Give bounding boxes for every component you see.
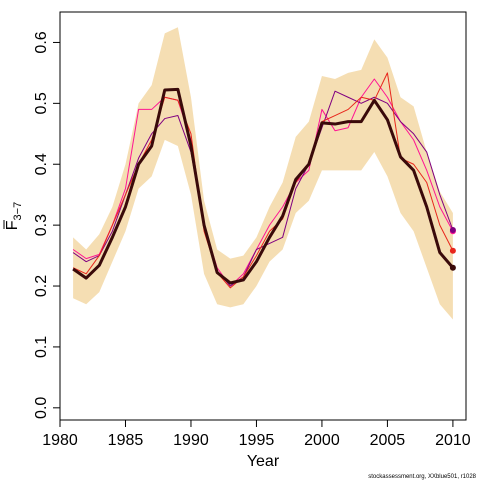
y-tick-label: 0.4 bbox=[33, 153, 50, 175]
series-line-2 bbox=[72, 78, 454, 287]
series-end-point-1 bbox=[449, 264, 456, 271]
x-tick-label: 2010 bbox=[435, 432, 471, 449]
y-axis: 0.0 0.1 0.2 0.3 0.4 0.5 0.6 bbox=[33, 31, 60, 419]
y-tick-label: 0.3 bbox=[33, 214, 50, 236]
y-tick-label: 0.0 bbox=[33, 397, 50, 419]
series-layer bbox=[72, 72, 455, 289]
series-line-1 bbox=[72, 87, 455, 285]
x-axis: 1980 1985 1990 1995 2000 2005 2010 bbox=[42, 420, 471, 449]
y-tick-label: 0.6 bbox=[33, 31, 50, 53]
x-tick-label: 1980 bbox=[42, 432, 78, 449]
series-end-point-4 bbox=[449, 247, 456, 254]
x-tick-label: 1990 bbox=[173, 432, 209, 449]
y-axis-title-subscript: 3−7 bbox=[12, 202, 24, 221]
y-tick-label: 0.5 bbox=[33, 92, 50, 114]
confidence-band bbox=[73, 27, 453, 320]
confidence-band-layer bbox=[73, 27, 453, 320]
end-marker-layer bbox=[449, 227, 456, 271]
plot-frame bbox=[59, 11, 467, 421]
x-tick-label: 1985 bbox=[108, 432, 144, 449]
credit-text: stockassessment.org, XXblue501, r1028 bbox=[368, 474, 476, 480]
y-tick-label: 0.1 bbox=[33, 336, 50, 358]
x-axis-title: Year bbox=[247, 453, 280, 470]
x-tick-label: 1995 bbox=[239, 432, 275, 449]
x-tick-label: 2005 bbox=[370, 432, 406, 449]
y-axis-title-main: F bbox=[4, 220, 21, 230]
y-axis-title: F3−7 bbox=[3, 202, 24, 230]
y-tick-label: 0.2 bbox=[33, 275, 50, 297]
x-tick-label: 2000 bbox=[304, 432, 340, 449]
svg-text:F3−7: F3−7 bbox=[4, 202, 24, 230]
series-end-point-3 bbox=[449, 227, 456, 234]
